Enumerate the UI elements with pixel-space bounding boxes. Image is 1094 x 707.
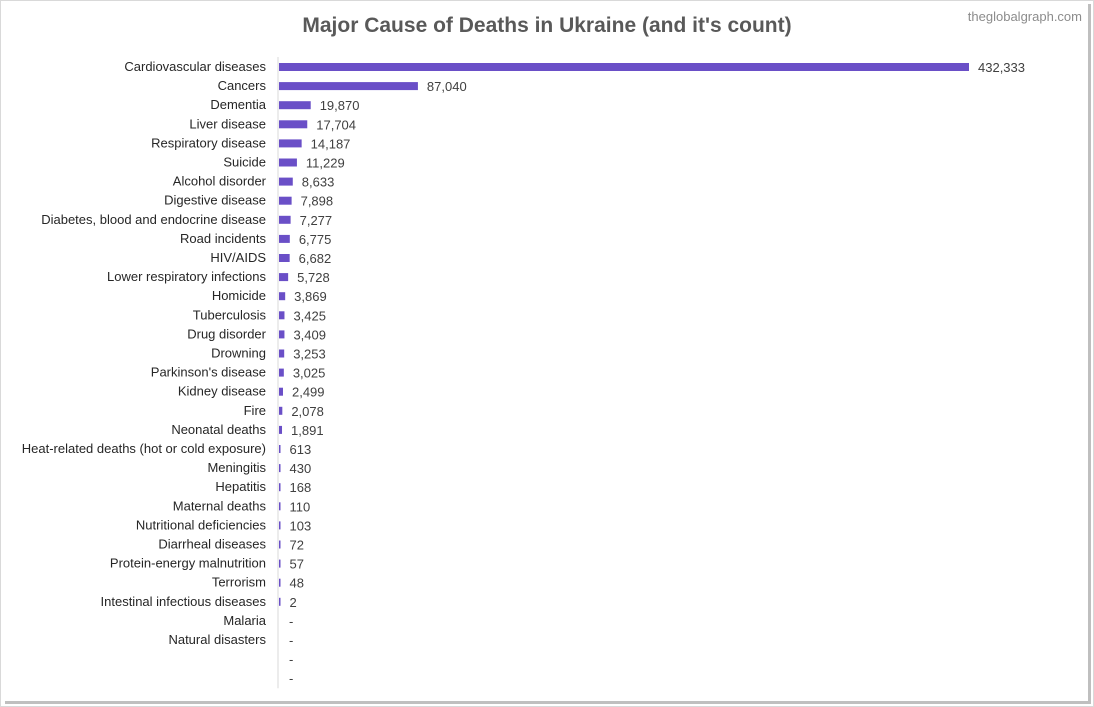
bar	[279, 330, 285, 339]
bar	[279, 349, 285, 358]
bar	[279, 578, 281, 587]
category-label: Suicide	[223, 155, 266, 170]
category-label: Neonatal deaths	[171, 422, 266, 437]
data-label: -	[289, 652, 293, 667]
category-label: Digestive disease	[164, 193, 266, 208]
data-label: 103	[290, 518, 312, 533]
category-label: Meningitis	[207, 460, 266, 475]
category-label: Lower respiratory infections	[107, 269, 266, 284]
data-label: 168	[290, 480, 312, 495]
data-label: 14,187	[311, 136, 351, 151]
category-label: Malaria	[223, 613, 266, 628]
data-label: 1,891	[291, 423, 324, 438]
category-label: Drug disorder	[187, 326, 266, 341]
data-label: 7,277	[300, 213, 333, 228]
category-label: Road incidents	[180, 231, 266, 246]
bar	[279, 368, 284, 377]
category-label: Kidney disease	[178, 384, 266, 399]
category-label: Liver disease	[189, 116, 266, 131]
data-label: 5,728	[297, 270, 330, 285]
bar	[279, 177, 293, 186]
bar	[279, 196, 292, 205]
bar	[279, 158, 297, 167]
data-label: -	[289, 671, 293, 686]
category-label: Nutritional deficiencies	[136, 517, 267, 532]
category-label: Intestinal infectious diseases	[101, 594, 267, 609]
data-label: 6,775	[299, 232, 332, 247]
data-label: 432,333	[978, 60, 1025, 75]
category-label: Respiratory disease	[151, 135, 266, 150]
data-label: 110	[290, 499, 311, 514]
watermark: theglobalgraph.com	[967, 9, 1082, 24]
bar	[279, 273, 289, 282]
bar	[279, 215, 291, 224]
bar	[279, 502, 281, 511]
data-label: -	[289, 614, 293, 629]
bar	[279, 292, 286, 301]
category-label: Maternal deaths	[173, 498, 267, 513]
bar	[279, 464, 281, 473]
data-label: 3,425	[293, 308, 326, 323]
data-label: 6,682	[299, 251, 332, 266]
data-label: 430	[290, 461, 312, 476]
data-label: 72	[290, 538, 304, 553]
bar	[279, 483, 281, 492]
category-label: Cancers	[218, 78, 267, 93]
bar	[279, 387, 283, 396]
bar	[279, 82, 418, 91]
bar	[279, 540, 281, 549]
bar	[279, 445, 281, 453]
category-label: Cardiovascular diseases	[124, 59, 266, 74]
category-label: HIV/AIDS	[210, 250, 266, 265]
category-label: Tuberculosis	[193, 307, 267, 322]
data-label: 2	[290, 595, 297, 610]
category-label: Hepatitis	[215, 479, 266, 494]
data-label: 3,409	[293, 327, 326, 342]
data-label: 87,040	[427, 79, 467, 94]
category-label: Alcohol disorder	[173, 174, 267, 189]
data-label: 8,633	[302, 175, 335, 190]
data-label: 19,870	[320, 98, 360, 113]
category-label: Homicide	[212, 288, 266, 303]
bar	[279, 559, 281, 568]
data-label: -	[289, 633, 293, 648]
bar	[279, 120, 308, 129]
category-label: Dementia	[210, 97, 266, 112]
data-label: 3,869	[294, 289, 327, 304]
data-label: 17,704	[316, 117, 356, 132]
category-label: Fire	[244, 403, 266, 418]
bar	[279, 101, 311, 110]
category-label: Diarrheal diseases	[158, 537, 266, 552]
bar	[279, 521, 281, 530]
data-label: 7,898	[301, 194, 334, 209]
category-label: Parkinson's disease	[151, 365, 266, 380]
data-label: 48	[290, 576, 304, 591]
bar	[279, 597, 281, 606]
bar	[279, 311, 285, 320]
category-label: Diabetes, blood and endocrine disease	[41, 212, 266, 227]
bar	[279, 63, 969, 71]
bar	[279, 234, 290, 243]
category-label: Protein-energy malnutrition	[110, 556, 266, 571]
bar	[279, 254, 290, 262]
chart-area-border	[5, 4, 1091, 704]
category-label: Drowning	[211, 346, 266, 361]
chart-title: Major Cause of Deaths in Ukraine (and it…	[302, 14, 792, 37]
data-label: 57	[290, 557, 304, 572]
data-label: 2,078	[291, 404, 324, 419]
bar	[279, 406, 283, 415]
bar	[279, 139, 302, 148]
bar	[279, 425, 283, 434]
category-label: Natural disasters	[168, 632, 266, 647]
category-label: Heat-related deaths (hot or cold exposur…	[22, 441, 266, 456]
data-label: 3,253	[293, 347, 326, 362]
data-label: 3,025	[293, 366, 326, 381]
data-label: 11,229	[306, 156, 345, 171]
data-label: 613	[290, 442, 312, 457]
data-label: 2,499	[292, 385, 325, 400]
category-label: Terrorism	[212, 575, 266, 590]
